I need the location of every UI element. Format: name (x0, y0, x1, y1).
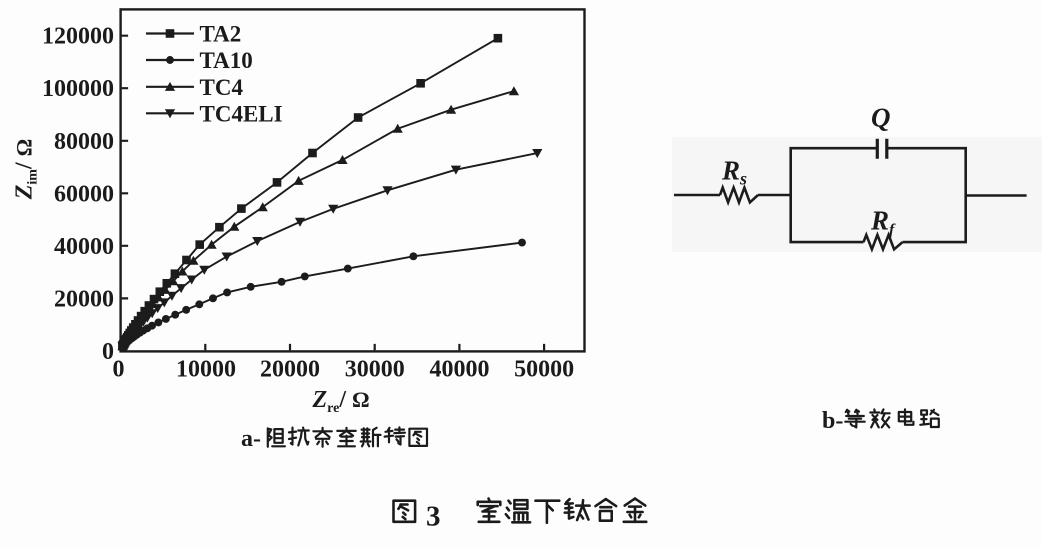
svg-text:Q: Q (871, 103, 891, 133)
svg-text:60000: 60000 (54, 181, 114, 207)
svg-text:0: 0 (113, 357, 125, 383)
svg-text:20000: 20000 (260, 357, 320, 383)
svg-text:30000: 30000 (345, 357, 405, 383)
svg-text:b-: b- (822, 408, 843, 434)
svg-text:100000: 100000 (42, 76, 114, 102)
svg-text:50000: 50000 (514, 357, 574, 383)
svg-text:Zim/ Ω: Zim/ Ω (12, 139, 41, 201)
svg-text:Zre/ Ω: Zre/ Ω (312, 387, 370, 416)
svg-text:40000: 40000 (430, 357, 490, 383)
svg-text:TC4: TC4 (200, 75, 244, 100)
svg-text:0: 0 (102, 339, 114, 365)
svg-text:80000: 80000 (54, 129, 114, 155)
svg-text:TC4ELI: TC4ELI (200, 101, 283, 126)
svg-text:TA2: TA2 (200, 22, 242, 47)
svg-text:20000: 20000 (54, 286, 114, 312)
svg-text:120000: 120000 (42, 24, 114, 50)
svg-text:3: 3 (426, 501, 441, 533)
svg-text:10000: 10000 (176, 357, 236, 383)
svg-text:TA10: TA10 (200, 48, 253, 73)
svg-text:40000: 40000 (54, 234, 114, 260)
svg-text:a-: a- (241, 426, 261, 452)
